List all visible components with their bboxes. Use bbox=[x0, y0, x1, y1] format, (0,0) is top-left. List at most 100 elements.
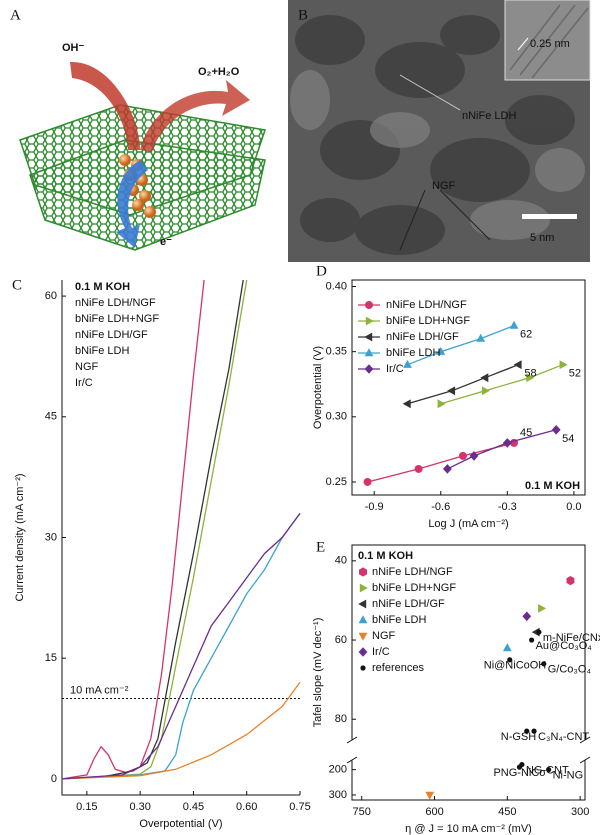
y-tick-label: 60 bbox=[45, 290, 57, 302]
point-label: PNG-NiCo bbox=[493, 767, 545, 779]
legend-marker bbox=[365, 316, 374, 326]
x-tick-label: 750 bbox=[353, 806, 371, 818]
annotation: 0.1 M KOH bbox=[525, 480, 580, 492]
marker bbox=[513, 360, 522, 370]
x-axis-title: Log J (mA cm⁻²) bbox=[428, 518, 508, 530]
marker bbox=[524, 728, 530, 734]
slope-label: 62 bbox=[520, 329, 532, 341]
marker bbox=[425, 791, 435, 800]
marker bbox=[502, 643, 512, 652]
legend-label: references bbox=[372, 662, 424, 674]
y-tick-label: 30 bbox=[45, 531, 57, 543]
legend-marker bbox=[358, 615, 368, 624]
legend-label: nNiFe LDH/GF bbox=[372, 598, 445, 610]
marker bbox=[526, 373, 535, 383]
legend-label: Ir/C bbox=[75, 377, 93, 389]
legend-marker bbox=[364, 332, 373, 342]
legend-marker bbox=[360, 665, 366, 671]
y-tick-label: 0.30 bbox=[326, 411, 347, 423]
x-tick-label: 0.75 bbox=[289, 801, 310, 813]
legend-label: NGF bbox=[372, 630, 396, 642]
point-label: G/Co₃O₄ bbox=[548, 664, 592, 676]
slope-label: 45 bbox=[520, 427, 532, 439]
point-label: N-GSH bbox=[501, 731, 537, 743]
marker bbox=[516, 764, 523, 770]
point-label: Au@Co₃O₄ bbox=[536, 640, 593, 652]
marker bbox=[443, 464, 452, 474]
panel-label: A bbox=[10, 7, 21, 23]
legend-label: bNiFe LDH bbox=[75, 345, 129, 357]
y-tick-label: 15 bbox=[45, 652, 57, 664]
x-tick-label: 0.45 bbox=[183, 801, 204, 813]
point-label: NG-CNT bbox=[526, 764, 569, 776]
legend-label: bNiFe LDH bbox=[372, 614, 426, 626]
y-tick-label: 80 bbox=[335, 713, 347, 725]
marker bbox=[414, 464, 423, 473]
marker bbox=[476, 333, 486, 342]
marker bbox=[481, 386, 490, 396]
axis-break bbox=[346, 756, 358, 764]
x-axis-title: Overpotential (V) bbox=[139, 818, 222, 830]
legend-label: nNiFe LDH/NGF bbox=[386, 299, 467, 311]
legend-label: bNiFe LDH+NGF bbox=[75, 313, 159, 325]
y-tick-label: 0.35 bbox=[326, 346, 347, 358]
x-tick-label: -0.3 bbox=[498, 501, 517, 513]
marker bbox=[566, 576, 575, 586]
reference-label: 10 mA cm⁻² bbox=[70, 684, 129, 696]
y-tick-label: 45 bbox=[45, 411, 57, 423]
marker bbox=[469, 451, 479, 461]
legend-marker bbox=[364, 364, 374, 374]
point-label: m-NiFe/CNx bbox=[543, 632, 600, 644]
slope-label: 54 bbox=[562, 433, 574, 445]
annotation: 0.1 M KOH bbox=[75, 281, 130, 293]
image-label: e⁻ bbox=[160, 236, 172, 248]
slope-label: 52 bbox=[569, 368, 581, 380]
series-line bbox=[61, 279, 244, 780]
x-tick-label: 600 bbox=[425, 806, 443, 818]
marker bbox=[458, 451, 467, 460]
panel-label: C bbox=[12, 277, 22, 293]
panel-label: D bbox=[316, 263, 327, 279]
legend-marker bbox=[358, 647, 368, 657]
marker bbox=[559, 360, 568, 370]
legend-label: nNiFe LDH/GF bbox=[386, 331, 459, 343]
marker bbox=[436, 346, 446, 355]
y-tick-label: 200 bbox=[329, 764, 347, 776]
legend-marker bbox=[358, 632, 368, 641]
y-tick-label: 0 bbox=[51, 773, 57, 785]
marker bbox=[551, 425, 561, 435]
marker bbox=[529, 637, 535, 643]
marker bbox=[447, 386, 456, 396]
y-tick-label: 0.40 bbox=[326, 280, 347, 292]
marker bbox=[437, 399, 446, 409]
axis-frame bbox=[61, 280, 300, 796]
image-label: NGF bbox=[432, 180, 456, 192]
legend-marker bbox=[359, 567, 367, 577]
legend-label: nNiFe LDH/GF bbox=[75, 329, 148, 341]
axis-break bbox=[346, 736, 358, 744]
y-tick-label: 40 bbox=[335, 555, 347, 567]
y-axis-title: Current density (mA cm⁻²) bbox=[14, 473, 26, 601]
image-label: nNiFe LDH bbox=[462, 110, 516, 122]
x-tick-label: 0.30 bbox=[129, 801, 150, 813]
y-axis-title: Overpotential (V) bbox=[312, 346, 324, 429]
annotation: 0.1 M KOH bbox=[358, 550, 413, 562]
legend-label: nNiFe LDH/NGF bbox=[75, 297, 156, 309]
marker bbox=[363, 477, 372, 486]
slope-label: 58 bbox=[524, 368, 536, 380]
marker bbox=[403, 359, 412, 368]
marker bbox=[402, 399, 411, 409]
image-label: OH⁻ bbox=[62, 42, 85, 54]
axis-frame bbox=[351, 279, 586, 496]
y-axis-title: Tafel slope (mV dec⁻¹) bbox=[312, 618, 324, 728]
y-tick-label: 0.25 bbox=[326, 476, 347, 488]
series-line bbox=[61, 681, 301, 780]
point-label: C₃N₄-CNT bbox=[538, 731, 589, 743]
marker bbox=[541, 661, 547, 667]
marker bbox=[545, 767, 552, 773]
image-label: O₂+H₂O bbox=[198, 66, 240, 78]
tem-image-b bbox=[288, 0, 591, 262]
series-line bbox=[440, 364, 564, 405]
marker bbox=[507, 657, 513, 663]
